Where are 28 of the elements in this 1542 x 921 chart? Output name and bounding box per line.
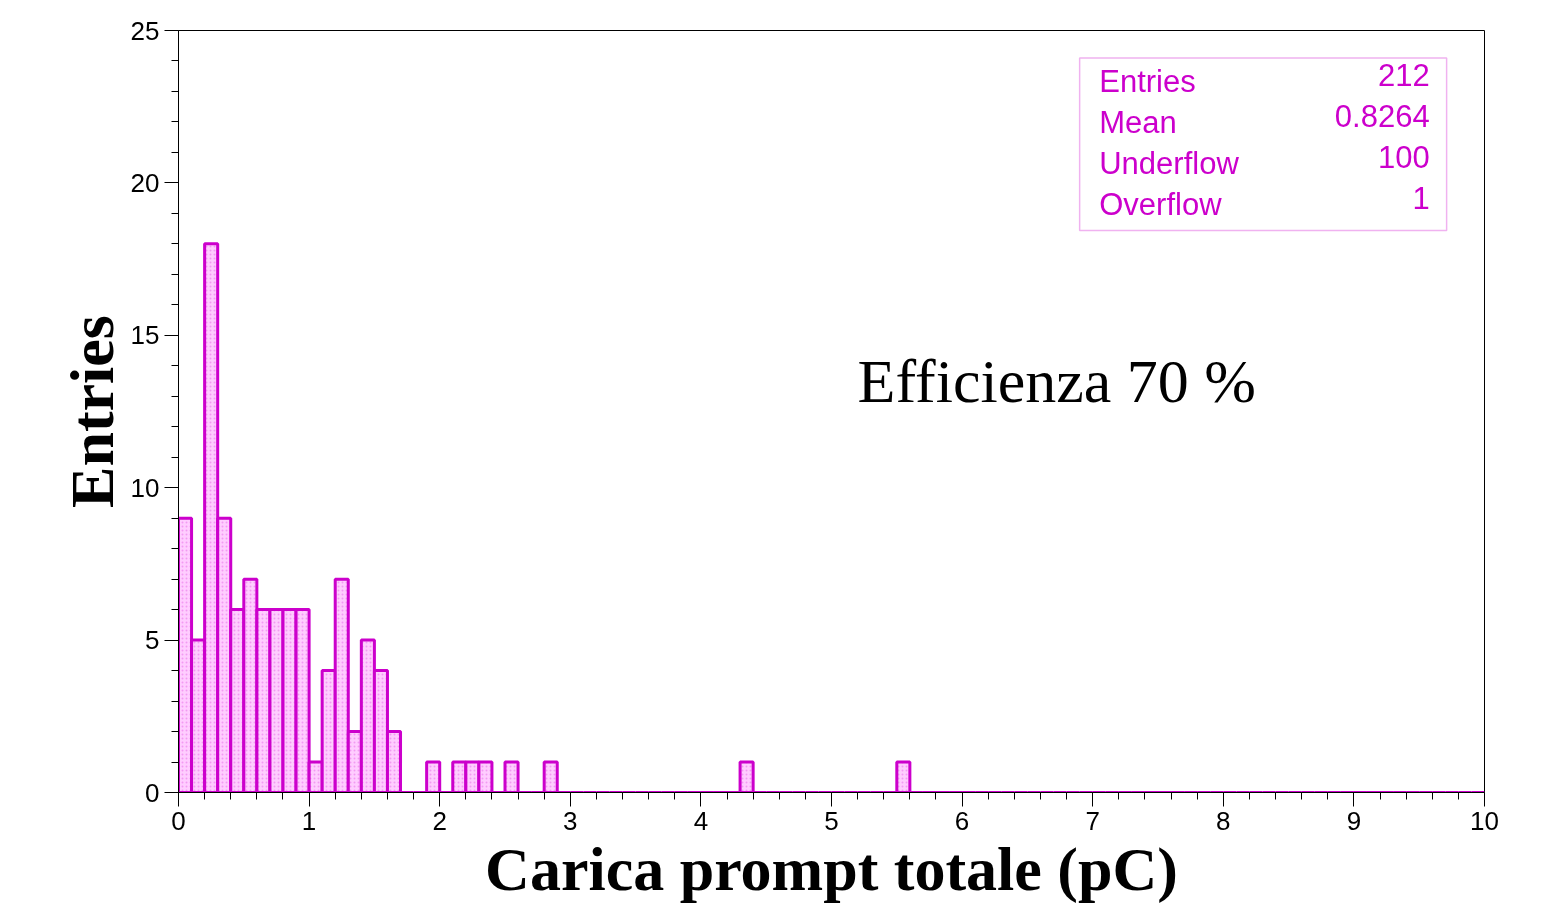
x-axis-title: Carica prompt totale (pC)	[485, 834, 1178, 904]
x-tick-label: 7	[1085, 805, 1100, 836]
x-tick-label: 8	[1216, 805, 1231, 836]
annotation: Efficienza 70 %	[857, 347, 1256, 416]
x-tick-label: 1	[301, 805, 317, 836]
annotation: 212	[1377, 58, 1430, 94]
annotation: 100	[1377, 139, 1430, 175]
annotation: 1	[1412, 180, 1430, 216]
y-tick-label: 10	[130, 472, 160, 503]
annotation: Overflow	[1099, 186, 1223, 222]
x-tick-label: 2	[432, 805, 447, 836]
x-tick-label: 10	[1470, 805, 1499, 836]
y-tick-label: 5	[145, 625, 160, 656]
annotation: Underflow	[1099, 145, 1240, 181]
x-tick-label: 3	[563, 805, 578, 836]
annotation: Entries	[1099, 64, 1196, 100]
y-axis-title: Entries	[57, 315, 126, 508]
annotation: Mean	[1099, 104, 1177, 140]
annotation: 0.8264	[1334, 98, 1430, 134]
x-tick-label: 5	[824, 805, 839, 836]
x-tick-label: 6	[954, 805, 970, 836]
x-tick-label: 0	[171, 805, 186, 836]
y-tick-label: 25	[130, 15, 160, 46]
y-tick-label: 15	[130, 320, 160, 351]
y-tick-label: 0	[145, 777, 160, 808]
x-tick-label: 4	[693, 805, 709, 836]
y-tick-label: 20	[130, 167, 160, 198]
x-tick-label: 9	[1346, 805, 1362, 836]
